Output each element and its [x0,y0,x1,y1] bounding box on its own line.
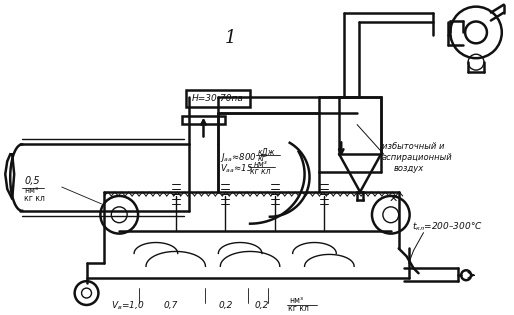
Text: H=30-70па: H=30-70па [192,94,244,103]
Text: кг кл: кг кл [288,304,308,313]
Text: нм³: нм³ [24,186,38,196]
Text: нм³: нм³ [254,160,268,169]
Bar [186,90,250,107]
Text: 1: 1 [225,29,236,47]
Text: 0,2: 0,2 [255,301,269,311]
Text: аспирационный: аспирационный [382,153,453,162]
Bar [181,116,225,123]
Text: ✕: ✕ [389,194,398,204]
Text: избыточный и: избыточный и [382,142,445,151]
Text: 0,7: 0,7 [163,301,178,311]
Text: $t_{кл}$=200–300°С: $t_{кл}$=200–300°С [412,220,482,233]
Text: $V_{аа}$≈15: $V_{аа}$≈15 [221,163,253,175]
Text: кг: кг [258,154,267,163]
Bar [339,97,381,154]
Text: 0,2: 0,2 [218,301,232,311]
Text: кг кл: кг кл [24,194,45,203]
Text: $J_{аа}$≈800: $J_{аа}$≈800 [221,151,257,164]
Text: кг кл: кг кл [250,167,270,176]
Text: воздух: воздух [394,164,424,173]
Text: нм³: нм³ [290,296,304,306]
Text: $V_в$=1,0: $V_в$=1,0 [112,300,145,312]
Text: 0,5: 0,5 [24,176,40,186]
Text: кДж: кДж [258,148,276,157]
